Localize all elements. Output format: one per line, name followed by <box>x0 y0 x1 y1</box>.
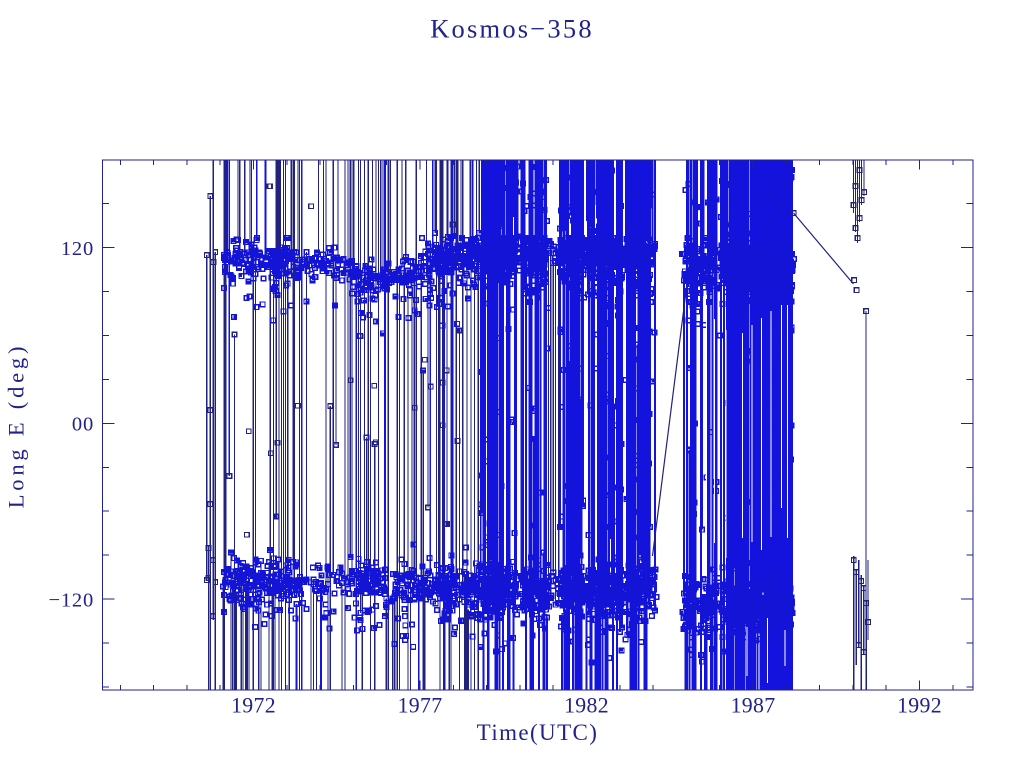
svg-text:1987: 1987 <box>731 693 776 717</box>
svg-text:00: 00 <box>72 414 94 436</box>
svg-text:120: 120 <box>61 238 94 260</box>
svg-text:1982: 1982 <box>564 693 609 717</box>
svg-text:Long E (deg): Long E (deg) <box>3 343 28 509</box>
svg-text:−120: −120 <box>48 589 94 611</box>
svg-text:1992: 1992 <box>897 693 942 717</box>
svg-text:Time(UTC): Time(UTC) <box>477 720 599 745</box>
svg-text:1972: 1972 <box>231 693 276 717</box>
svg-text:Kosmos−358: Kosmos−358 <box>430 13 594 43</box>
svg-text:1977: 1977 <box>398 693 443 717</box>
